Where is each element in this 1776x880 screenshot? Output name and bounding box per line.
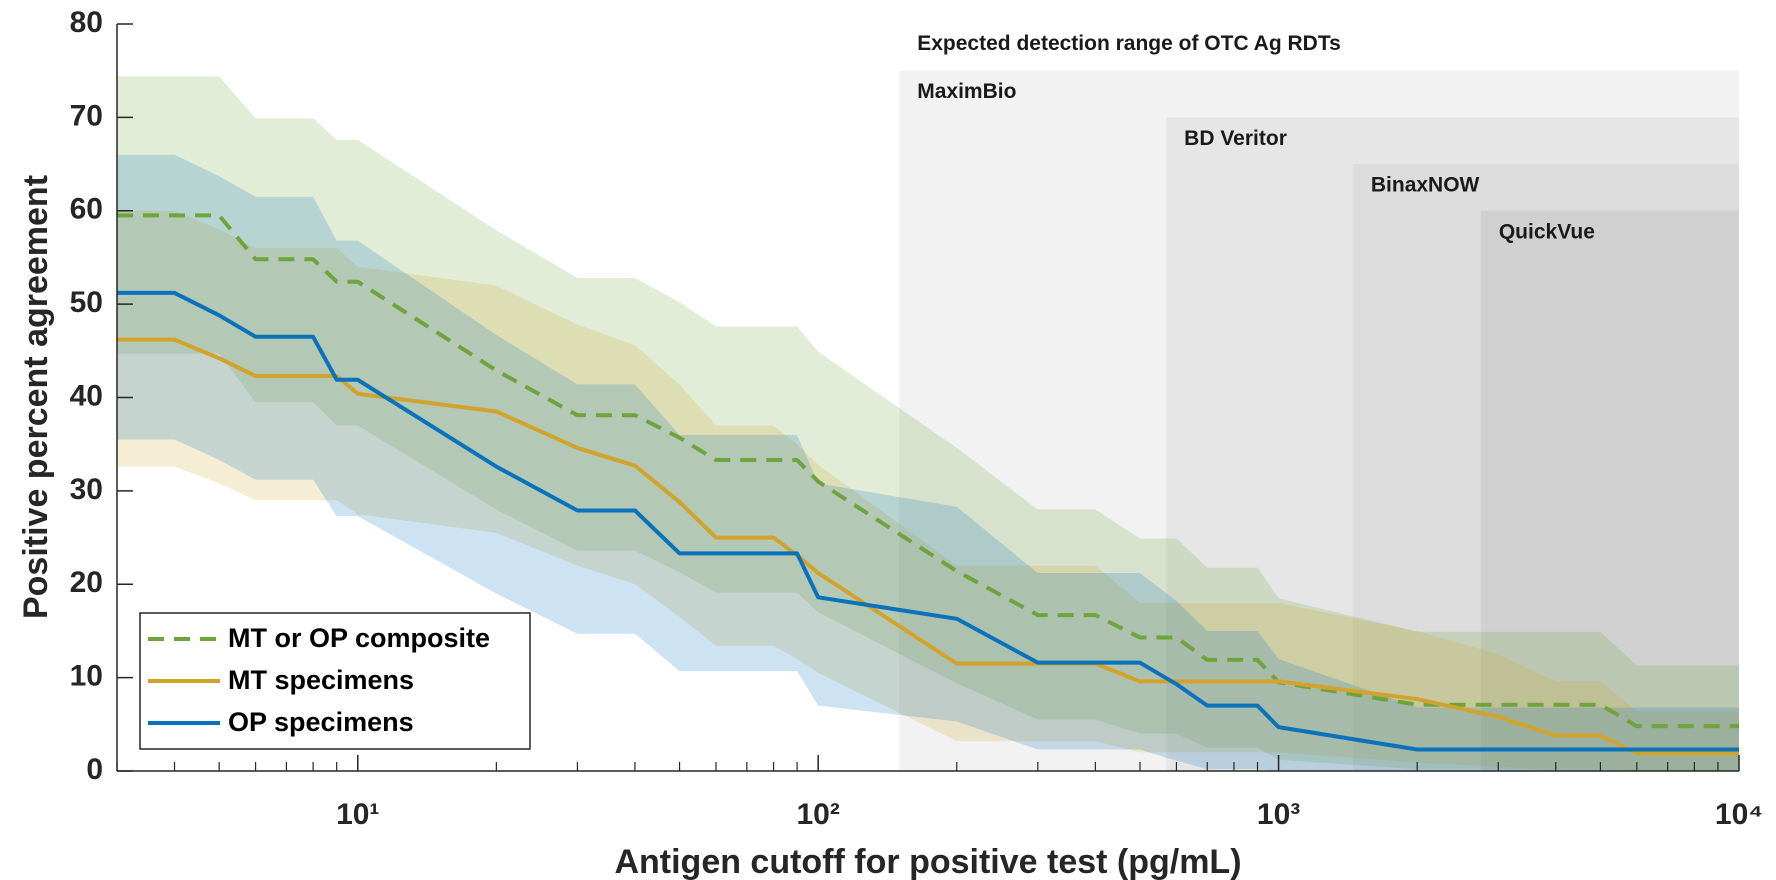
region-label: BD Veritor <box>1184 127 1287 150</box>
region-label: MaximBio <box>917 80 1016 103</box>
x-tick-label: 10² <box>796 798 839 831</box>
confidence-band <box>117 210 1739 771</box>
x-tick-label: 10⁴ <box>1715 798 1763 831</box>
region-label: QuickVue <box>1499 220 1595 243</box>
y-tick-label: 50 <box>70 286 103 319</box>
x-tick-label: 10³ <box>1257 798 1300 831</box>
y-tick-label: 70 <box>70 99 103 132</box>
y-tick-label: 40 <box>70 379 103 412</box>
y-tick-label: 80 <box>70 6 103 39</box>
legend-label: OP specimens <box>228 707 414 737</box>
region-title: Expected detection range of OTC Ag RDTs <box>917 32 1341 55</box>
series-line <box>117 337 1739 756</box>
y-tick-label: 30 <box>70 473 103 506</box>
x-axis-title: Antigen cutoff for positive test (pg/mL) <box>614 843 1241 880</box>
confidence-band <box>117 154 1739 772</box>
y-tick-label: 0 <box>86 753 103 786</box>
legend-label: MT or OP composite <box>228 623 490 653</box>
legend-label: MT specimens <box>228 665 414 695</box>
region-label: BinaxNOW <box>1371 174 1480 197</box>
y-axis-title: Positive percent agreement <box>17 175 55 619</box>
y-tick-label: 60 <box>70 193 103 226</box>
confidence-band <box>117 76 1739 772</box>
y-tick-label: 20 <box>70 566 103 599</box>
series-line <box>117 290 1739 752</box>
y-tick-label: 10 <box>70 660 103 693</box>
detection-region <box>1480 210 1739 771</box>
x-tick-label: 10¹ <box>336 798 379 831</box>
series-line <box>117 213 1739 729</box>
